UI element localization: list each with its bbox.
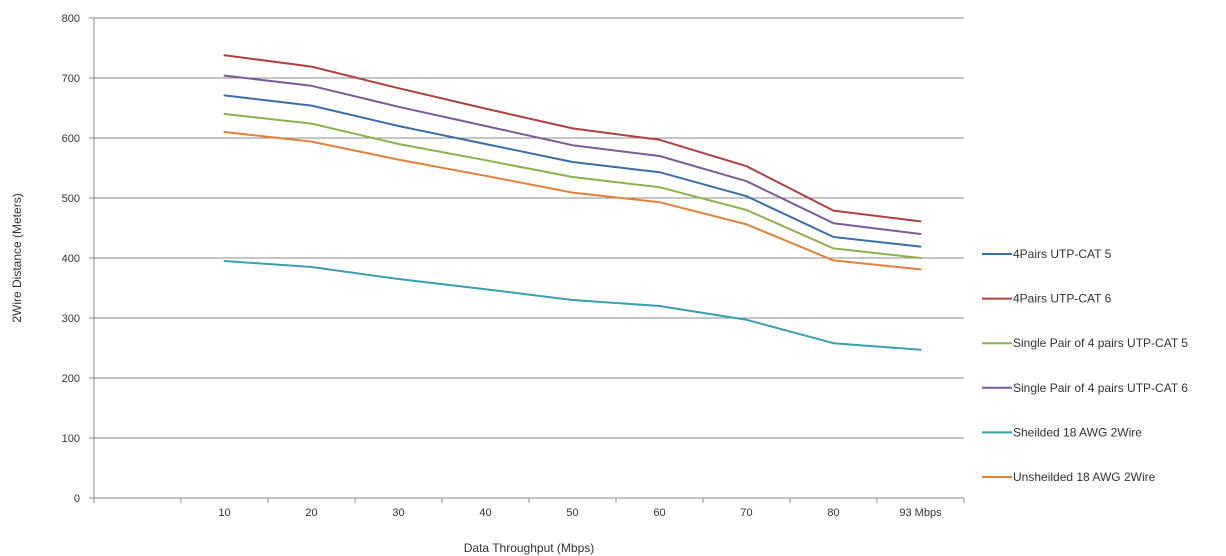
- series-lines: [223, 54, 922, 351]
- x-tick-label: 50: [566, 507, 578, 519]
- x-tick-label: 80: [827, 507, 839, 519]
- series-line: [223, 113, 922, 259]
- x-tick-label: 93 Mbps: [899, 507, 942, 519]
- legend: 4Pairs UTP-CAT 5 4Pairs UTP-CAT 6 Single P…: [982, 247, 1188, 484]
- axes: [89, 17, 965, 503]
- y-tick-label: 200: [62, 373, 80, 385]
- series-line: [223, 131, 922, 271]
- legend-label: Sheilded 18 AWG 2Wire: [1013, 425, 1142, 439]
- series-line: [223, 74, 922, 235]
- x-tick-label: 40: [479, 507, 491, 519]
- gridlines: [94, 17, 964, 439]
- y-tick-label: 600: [62, 133, 80, 145]
- y-tick-label: 800: [62, 13, 80, 25]
- y-tick-label: 700: [62, 73, 80, 85]
- y-tick-label: 0: [74, 493, 80, 505]
- series-line: [223, 260, 922, 351]
- x-tick-label: 10: [218, 507, 230, 519]
- legend-label: 4Pairs UTP-CAT 5: [1013, 247, 1112, 261]
- y-tick-label: 100: [62, 433, 80, 445]
- x-tick-label: 70: [740, 507, 752, 519]
- y-tick-label: 300: [62, 313, 80, 325]
- x-axis-title: Data Throughput (Mbps): [464, 541, 595, 555]
- legend-label: Single Pair of 4 pairs UTP-CAT 5: [1013, 336, 1188, 350]
- legend-label: Single Pair of 4 pairs UTP-CAT 6: [1013, 381, 1188, 395]
- y-tick-label: 500: [62, 193, 80, 205]
- series-line: [223, 94, 922, 248]
- y-tick-labels: 0 100 200 300 400 500 600 700 800: [62, 13, 80, 505]
- legend-label: Unsheilded 18 AWG 2Wire: [1013, 470, 1156, 484]
- legend-label: 4Pairs UTP-CAT 6: [1013, 292, 1112, 306]
- series-line: [223, 54, 922, 223]
- x-tick-label: 60: [653, 507, 665, 519]
- x-tick-label: 30: [392, 507, 404, 519]
- y-tick-label: 400: [62, 253, 80, 265]
- x-tick-labels: 10 20 30 40 50 60 70 80 93 Mbps: [218, 507, 942, 519]
- y-axis-title: 2Wire Distance (Meters): [10, 193, 24, 322]
- x-tick-label: 20: [305, 507, 317, 519]
